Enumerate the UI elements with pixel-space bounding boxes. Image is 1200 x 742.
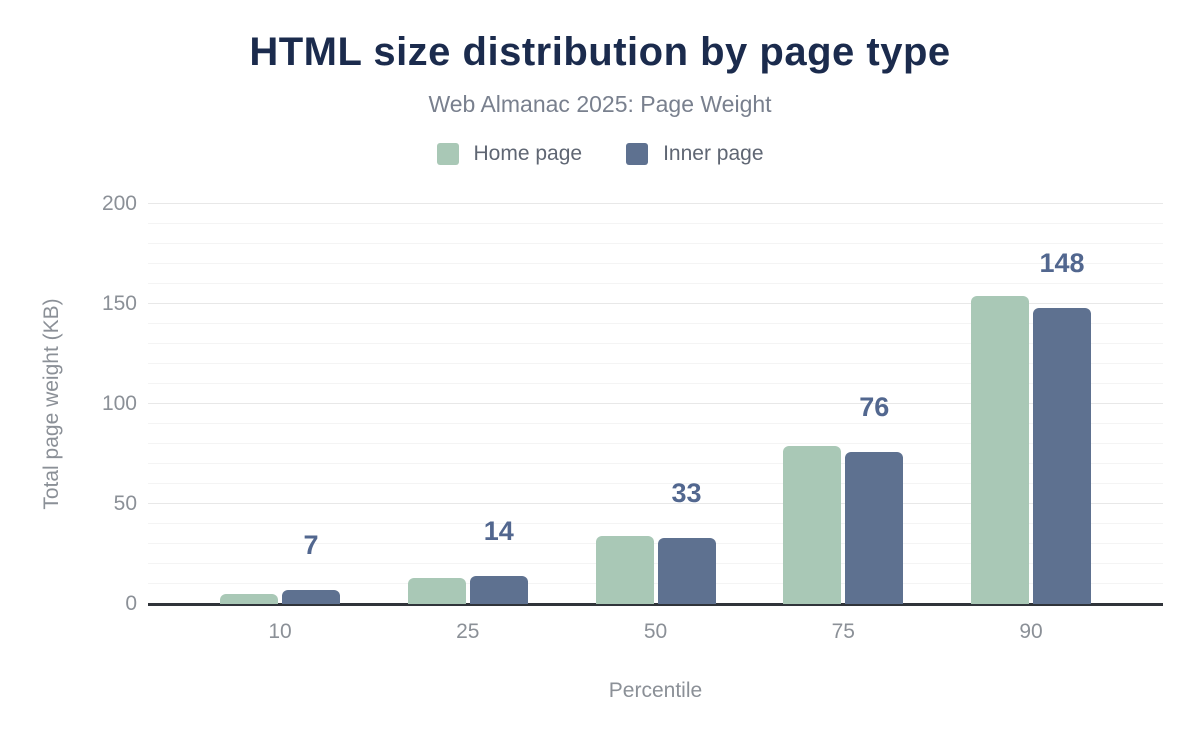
major-gridline-100 — [148, 403, 1163, 404]
chart-subtitle: Web Almanac 2025: Page Weight — [428, 91, 772, 117]
x-axis-title: Percentile — [608, 679, 703, 702]
y-tick-50: 50 — [113, 492, 137, 515]
bar-home-page-p25 — [407, 578, 466, 604]
x-tick-25: 25 — [456, 620, 480, 643]
bar-inner-page-p10 — [282, 590, 340, 604]
minor-gridline-40 — [148, 523, 1163, 524]
x-axis-line — [148, 603, 1163, 606]
bar-home-page-p50 — [595, 536, 654, 604]
legend-label-inner-page: Inner page — [663, 142, 764, 165]
minor-gridline-20 — [148, 563, 1163, 564]
major-gridline-150 — [148, 303, 1163, 304]
x-tick-90: 90 — [1019, 620, 1043, 643]
bar-value-label-p75: 76 — [859, 392, 890, 422]
bar-value-label-p50: 33 — [671, 478, 702, 508]
bar-inner-page-p90 — [1033, 308, 1091, 604]
minor-gridline-90 — [148, 423, 1163, 424]
legend-item-home-page: Home page — [436, 142, 583, 166]
home-page-swatch-icon — [436, 143, 459, 165]
bar-value-label-p25: 14 — [483, 516, 514, 546]
y-tick-150: 150 — [101, 292, 137, 315]
y-tick-200: 200 — [101, 192, 137, 215]
major-gridline-200 — [148, 203, 1163, 204]
minor-gridline-60 — [148, 483, 1163, 484]
minor-gridline-190 — [148, 223, 1163, 224]
bar-inner-page-p50 — [657, 538, 716, 604]
minor-gridline-170 — [148, 263, 1163, 264]
minor-gridline-30 — [148, 543, 1163, 544]
y-tick-0: 0 — [125, 592, 137, 615]
legend: Home page Inner page — [0, 142, 1200, 166]
minor-gridline-80 — [148, 443, 1163, 444]
major-gridline-50 — [148, 503, 1163, 504]
minor-gridline-130 — [148, 343, 1163, 344]
x-tick-50: 50 — [643, 620, 668, 643]
chart-title: HTML size distribution by page type — [249, 30, 951, 74]
x-tick-75: 75 — [831, 620, 855, 643]
bar-value-label-p10: 7 — [303, 530, 319, 560]
bar-inner-page-p75 — [845, 452, 904, 604]
minor-gridline-120 — [148, 363, 1163, 364]
minor-gridline-70 — [148, 463, 1163, 464]
minor-gridline-10 — [148, 583, 1163, 584]
minor-gridline-180 — [148, 243, 1163, 244]
bar-home-page-p75 — [783, 446, 842, 604]
bar-home-page-p90 — [971, 296, 1029, 604]
bar-inner-page-p25 — [469, 576, 528, 604]
plot-area: 7 14 33 76 148 — [148, 203, 1163, 606]
legend-label-home-page: Home page — [473, 142, 583, 165]
y-tick-100: 100 — [101, 392, 137, 415]
bar-home-page-p10 — [220, 594, 278, 604]
legend-item-inner-page: Inner page — [626, 142, 764, 166]
x-tick-10: 10 — [268, 620, 292, 643]
minor-gridline-140 — [148, 323, 1163, 324]
minor-gridline-110 — [148, 383, 1163, 384]
bar-value-label-p90: 148 — [1039, 248, 1085, 278]
inner-page-swatch-icon — [626, 143, 649, 165]
minor-gridline-160 — [148, 283, 1163, 284]
